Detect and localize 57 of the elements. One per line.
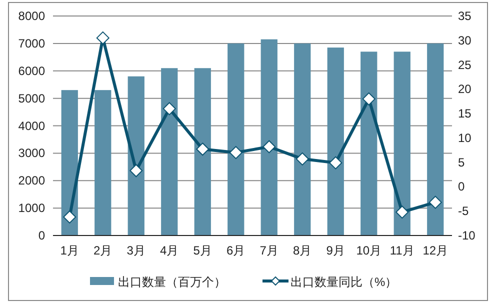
y-tick-label: 6000 — [18, 64, 46, 78]
x-tick-label: 8月 — [293, 244, 312, 258]
x-tick-label: 4月 — [160, 244, 179, 258]
bar — [128, 76, 144, 236]
point — [130, 164, 143, 178]
y2-tick-label: 5 — [458, 155, 465, 170]
x-tick-label: 6月 — [226, 244, 246, 258]
y2-tick-label: 25 — [458, 58, 472, 72]
bar — [294, 43, 311, 236]
x-tick-label: 3月 — [126, 244, 146, 258]
point — [428, 196, 442, 209]
point — [162, 102, 176, 116]
x-tick-label: 10月 — [356, 244, 382, 258]
bar — [94, 90, 112, 236]
point — [262, 140, 276, 154]
bar — [394, 52, 410, 236]
y2-tick-label: 10 — [458, 130, 472, 145]
x-tick-label: 9月 — [326, 244, 345, 258]
bar — [161, 68, 178, 236]
bar — [427, 43, 444, 236]
point — [96, 31, 110, 44]
bar — [61, 90, 78, 236]
y2-tick-label: 0 — [458, 180, 465, 194]
y2-tick-label: -5 — [458, 204, 469, 218]
point — [296, 152, 309, 166]
y-tick-label: 8000 — [18, 9, 46, 23]
x-tick-label: 11月 — [390, 244, 414, 258]
y-tick-label: 3000 — [18, 146, 46, 160]
point — [63, 210, 76, 224]
legend-label: 出口数量同比（%） — [290, 275, 398, 289]
x-tick-label: 12月 — [422, 244, 448, 258]
point — [396, 206, 409, 219]
x-tick-label: 2月 — [94, 244, 112, 258]
y2-tick-label: 35 — [458, 9, 472, 23]
x-tick-label: 5月 — [193, 244, 212, 258]
point — [329, 156, 342, 170]
y2-tick-label: 30 — [458, 33, 472, 48]
bar — [228, 43, 244, 236]
y-tick-label: 1000 — [18, 201, 46, 216]
x-tick-label: 7月 — [260, 244, 278, 258]
y2-tick-label: -10 — [458, 228, 476, 242]
y-tick-label: 0 — [38, 228, 46, 242]
bar — [360, 52, 378, 236]
y2-tick-label: 15 — [458, 106, 472, 121]
point — [362, 92, 376, 106]
y-tick-label: 7000 — [18, 36, 46, 50]
bar — [194, 68, 211, 236]
y-tick-label: 2000 — [18, 174, 46, 188]
x-tick-label: 1月 — [60, 244, 79, 258]
y2-tick-label: 20 — [458, 82, 472, 96]
point — [229, 146, 242, 160]
bar — [327, 48, 344, 236]
y-tick-label: 4000 — [18, 118, 46, 133]
point — [196, 142, 210, 156]
y-tick-label: 5000 — [18, 91, 46, 106]
legend-label: 出口数量（百万个） — [118, 275, 226, 289]
bar — [260, 39, 278, 236]
